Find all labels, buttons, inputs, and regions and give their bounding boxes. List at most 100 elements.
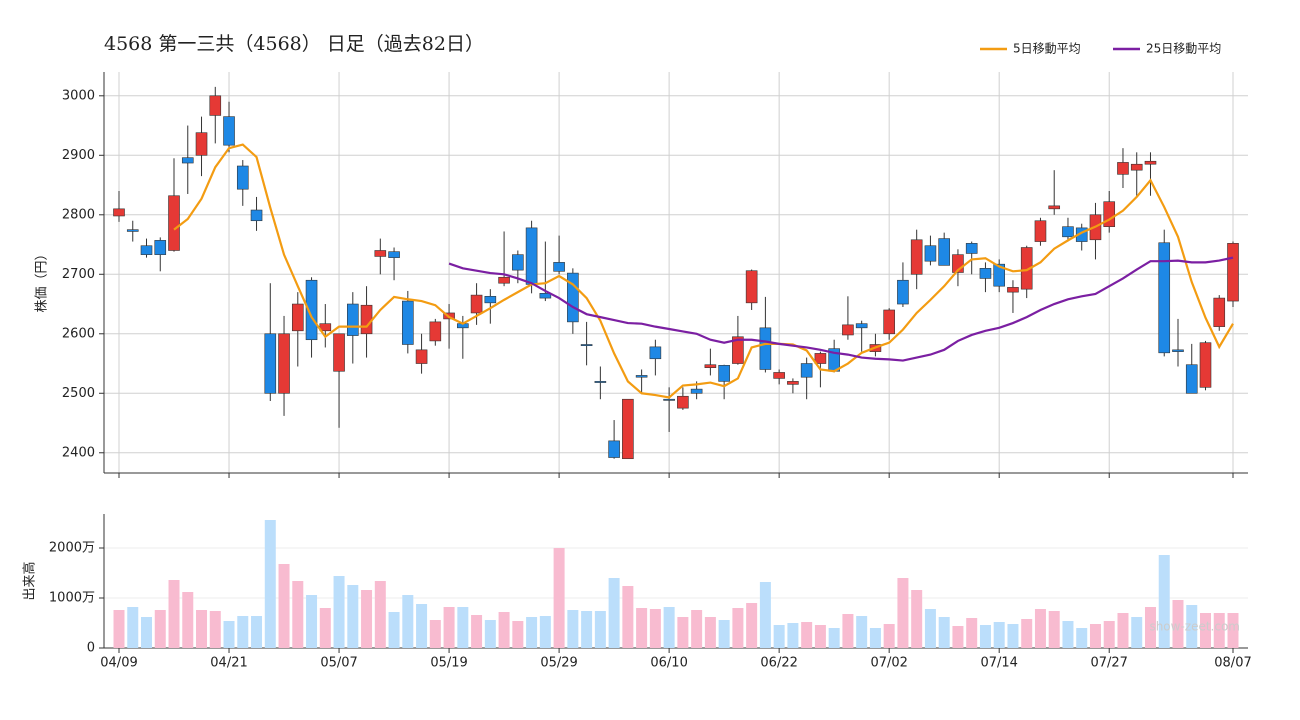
- volume-bar: [264, 520, 276, 648]
- volume-bar: [1186, 605, 1198, 648]
- candle-body: [1048, 205, 1061, 210]
- candle-body: [484, 295, 497, 304]
- volume-bar: [223, 621, 235, 648]
- volume-bar: [677, 617, 689, 648]
- y-tick-label: 2000万: [49, 541, 95, 556]
- candle-body: [704, 364, 717, 368]
- y-tick-label: 0: [87, 641, 95, 656]
- candle-body: [924, 245, 937, 262]
- volume-bar: [429, 620, 441, 648]
- candle-body: [1103, 201, 1116, 227]
- volume-bar: [897, 578, 909, 648]
- volume-bar: [457, 607, 469, 648]
- candle-body: [291, 303, 304, 332]
- volume-bar: [512, 621, 524, 648]
- candle-body: [608, 440, 620, 458]
- volume-bar: [333, 576, 345, 648]
- candle-body: [1185, 364, 1198, 394]
- candle-body: [1130, 163, 1143, 171]
- volume-bar: [814, 625, 826, 648]
- legend-label: 5日移動平均: [1013, 42, 1081, 56]
- volume-bar: [1089, 624, 1101, 648]
- x-tick-label: 05/19: [430, 656, 467, 671]
- volume-bar: [182, 592, 194, 648]
- candle-body: [236, 165, 249, 190]
- volume-bar: [1034, 609, 1046, 648]
- volume-bar: [388, 612, 400, 648]
- volume-bar: [347, 585, 359, 648]
- volume-bar: [746, 603, 758, 648]
- candle-body: [181, 157, 194, 164]
- candle-body: [622, 398, 634, 460]
- candle-body: [787, 381, 799, 385]
- volume-bar: [278, 564, 290, 648]
- y-tick-label: 3000: [62, 88, 95, 103]
- volume-bar: [209, 611, 221, 648]
- candle-body: [979, 268, 992, 279]
- volume-bar: [636, 608, 648, 648]
- volume-bar: [526, 617, 538, 648]
- y-tick-label: 1000万: [49, 591, 95, 606]
- candle-body: [374, 250, 387, 257]
- candle-body: [512, 254, 524, 271]
- volume-bar: [1131, 617, 1143, 648]
- volume-bar: [883, 624, 895, 648]
- volume-bar: [1213, 613, 1225, 648]
- candle-body: [553, 262, 565, 272]
- candle-body: [347, 303, 359, 336]
- candle-body: [498, 276, 510, 284]
- volume-bar: [649, 609, 661, 648]
- candle-body: [333, 333, 345, 372]
- volume-bar: [924, 609, 936, 648]
- candle-body: [883, 309, 895, 335]
- volume-bar: [292, 581, 304, 648]
- volume-bar: [196, 610, 208, 648]
- candle-body: [1227, 243, 1239, 302]
- moving-average-line: [448, 256, 1234, 362]
- volume-bar: [141, 617, 153, 648]
- volume-bar: [1199, 613, 1211, 648]
- candle-body: [1144, 160, 1157, 165]
- candle-body: [965, 243, 978, 254]
- candle-body: [209, 95, 222, 116]
- volume-bar: [361, 590, 373, 648]
- volume-bar: [484, 620, 496, 648]
- volume-bar: [154, 610, 166, 648]
- candle-body: [938, 238, 950, 266]
- candle-body: [415, 349, 428, 364]
- candle-body: [388, 251, 400, 258]
- candle-body: [126, 229, 139, 232]
- volume-bar: [1007, 624, 1019, 648]
- candle-body: [814, 353, 827, 364]
- volume-bar: [828, 628, 840, 648]
- volume-bar: [759, 582, 771, 648]
- volume-bar: [306, 595, 318, 648]
- candle-body: [718, 365, 730, 382]
- volume-bar: [842, 614, 854, 648]
- volume-bar: [704, 617, 716, 648]
- volume-bar: [251, 616, 263, 648]
- candle-body: [539, 293, 552, 299]
- volume-bar: [993, 622, 1005, 648]
- candle-body: [305, 279, 318, 341]
- volume-bar: [938, 617, 950, 648]
- volume-bar: [1172, 600, 1184, 648]
- candle-body: [264, 333, 277, 394]
- volume-bar: [691, 610, 703, 648]
- candle-body: [195, 132, 208, 156]
- volume-bar: [1144, 607, 1156, 648]
- volume-bar: [1117, 613, 1129, 648]
- x-tick-label: 06/22: [760, 656, 797, 671]
- volume-bar: [471, 615, 483, 648]
- x-tick-label: 07/02: [870, 656, 907, 671]
- y-tick-label: 2700: [62, 267, 95, 282]
- volume-bar: [718, 620, 730, 648]
- volume-bar: [168, 580, 180, 648]
- volume-bar: [787, 623, 799, 648]
- volume-bar: [594, 611, 606, 648]
- volume-bar: [869, 628, 881, 648]
- candle-body: [732, 336, 744, 364]
- x-tick-label: 07/14: [980, 656, 1017, 671]
- candle-body: [759, 327, 772, 370]
